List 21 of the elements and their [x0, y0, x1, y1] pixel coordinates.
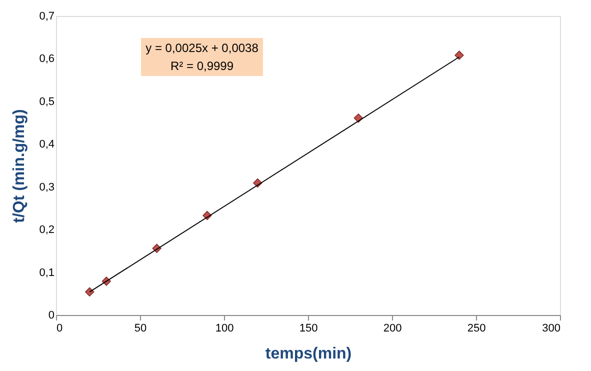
- y-tick-label: 0,4: [39, 138, 54, 151]
- annotation: R² = 0,9999: [170, 59, 234, 73]
- y-tick-label: 0: [48, 310, 54, 322]
- y-tick-label: 0,5: [39, 96, 54, 108]
- x-tick-label: 0: [56, 322, 63, 334]
- x-axis-title: temps(min): [265, 346, 352, 362]
- point: [454, 50, 464, 60]
- y-tick-label: 0,3: [39, 181, 54, 194]
- annotation: y = 0,0025x + 0,0038: [146, 41, 259, 55]
- x-tick-label: 150: [299, 322, 318, 334]
- x-tick-label: 100: [215, 322, 234, 334]
- point: [85, 287, 94, 297]
- y-tick-label: 0,7: [39, 10, 54, 22]
- y-tick-label: 0,1: [39, 266, 54, 279]
- y-tick-label: 0,6: [39, 53, 54, 66]
- y-axis-title: t/Qt (min.g/mg): [11, 109, 28, 223]
- x-tick-label: 50: [134, 322, 147, 334]
- x-tick-label: 250: [467, 322, 486, 334]
- x-tick-label: 200: [383, 322, 402, 334]
- x-tick-label: 300: [542, 322, 560, 334]
- y-tick-label: 0,2: [39, 224, 54, 236]
